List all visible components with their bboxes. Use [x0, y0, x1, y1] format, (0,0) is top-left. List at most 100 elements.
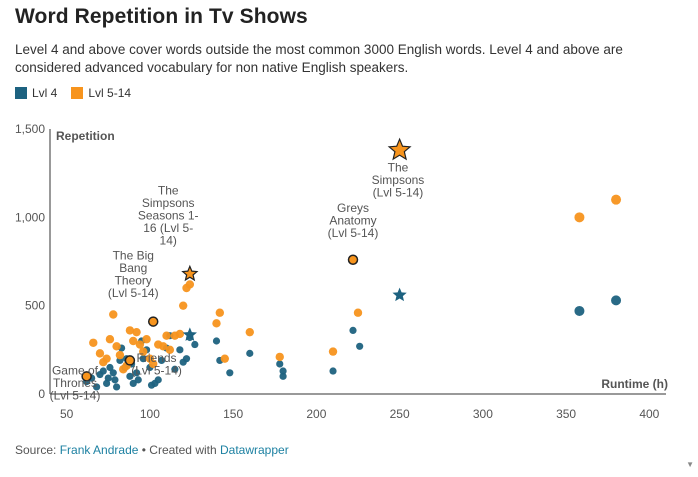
- data-point: [104, 374, 112, 382]
- star-marker: [182, 327, 197, 341]
- data-point: [132, 369, 141, 377]
- source-separator: • Created with: [138, 443, 220, 457]
- data-point: [162, 331, 171, 340]
- legend-label-lvl5: Lvl 5-14: [88, 86, 132, 100]
- highlighted-point: [147, 316, 159, 327]
- x-tick-label: 300: [473, 407, 493, 421]
- annotation-line: Simpsons: [142, 196, 195, 210]
- data-point: [139, 347, 148, 356]
- data-point: [149, 359, 158, 369]
- x-tick-label: 400: [639, 407, 659, 421]
- data-point: [95, 349, 105, 358]
- annotation-line: Game of: [52, 364, 99, 378]
- datawrapper-link[interactable]: Datawrapper: [220, 443, 289, 457]
- data-point: [220, 354, 230, 363]
- chart-title: Word Repetition in Tv Shows: [15, 5, 308, 28]
- data-point: [356, 342, 364, 350]
- annotation-line: Bang: [119, 261, 147, 275]
- data-point: [93, 383, 101, 391]
- data-point: [215, 308, 225, 317]
- data-point: [106, 363, 114, 372]
- data-point: [178, 301, 188, 310]
- x-tick-label: 100: [140, 407, 160, 421]
- y-tick-label: 1,500: [15, 122, 45, 136]
- annotation-label: The Simpsons Seasons 1-16 (Lvl 5-14): [138, 183, 199, 247]
- data-point: [175, 329, 185, 339]
- highlighted-point: [81, 371, 92, 382]
- data-point: [276, 360, 284, 368]
- annotation-line: Simpsons: [372, 173, 425, 187]
- scatter-plot: 0 500 1,000 1,500 50 100 150 200 250 300 350 400 Rep…: [15, 122, 668, 421]
- annotation-label: The Simpsons (Lvl 5-14): [372, 160, 425, 199]
- data-point: [191, 340, 199, 349]
- annotation-label: Game of Thrones (Lvl 5-14): [50, 364, 101, 403]
- data-point: [99, 367, 107, 375]
- annotation-line: The Big: [113, 249, 154, 263]
- annotation-line: (Lvl 5-14): [373, 185, 424, 199]
- x-tick-label: 50: [60, 407, 74, 421]
- data-point: [171, 365, 179, 373]
- data-point: [185, 280, 195, 289]
- annotation-line: Thrones: [53, 376, 97, 390]
- data-point: [226, 369, 234, 377]
- data-point: [329, 367, 337, 375]
- data-point: [154, 376, 162, 384]
- data-point: [102, 354, 111, 363]
- star-marker: [181, 264, 199, 282]
- annotation-line: The: [158, 183, 179, 197]
- annotation-label: The Big Bang Theory (Lvl 5-14): [108, 249, 159, 301]
- annotation-line: (Lvl 5-14): [108, 286, 159, 300]
- data-point: [212, 319, 221, 328]
- legend-item-lvl4: Lvl 4: [15, 86, 57, 100]
- star-marker: [387, 137, 412, 161]
- data-point: [349, 326, 357, 334]
- legend-item-lvl5: Lvl 5-14: [71, 86, 131, 100]
- data-point: [157, 356, 166, 365]
- data-point: [89, 338, 98, 347]
- legend-swatch-lvl4: [15, 87, 27, 99]
- data-point: [109, 310, 118, 319]
- data-point: [125, 326, 135, 335]
- x-tick-label: 250: [390, 407, 410, 421]
- data-point: [353, 308, 363, 317]
- data-point: [212, 337, 221, 345]
- data-point: [176, 346, 184, 354]
- data-point: [611, 295, 622, 306]
- y-tick-label: 1,000: [15, 210, 45, 224]
- y-axis-title: Repetition: [56, 129, 115, 143]
- source-author-link[interactable]: Frank Andrade: [59, 443, 139, 457]
- scroll-down-icon[interactable]: ▼: [686, 460, 694, 469]
- legend-swatch-lvl5: [71, 87, 84, 99]
- annotation-line: (Lvl 5-14): [50, 389, 101, 403]
- highlighted-point: [124, 355, 136, 366]
- data-point: [134, 376, 142, 384]
- annotation-line: (Lvl 5-14): [131, 364, 182, 378]
- data-point: [611, 194, 622, 205]
- annotation-line: Greys: [337, 201, 369, 215]
- data-point: [279, 367, 287, 375]
- annotation-line: 16 (Lvl 5-: [143, 221, 193, 235]
- source-prefix: Source:: [15, 443, 60, 457]
- data-point: [142, 335, 151, 344]
- data-point: [275, 352, 284, 362]
- star-marker: [392, 287, 407, 302]
- data-point: [165, 345, 175, 355]
- data-point: [105, 335, 115, 344]
- data-point: [246, 349, 254, 357]
- annotation-line: (Lvl 5-14): [328, 226, 379, 240]
- x-tick-label: 200: [306, 407, 326, 421]
- highlighted-point: [347, 254, 359, 265]
- annotation-line: Friends: [137, 351, 177, 365]
- data-point: [574, 305, 585, 316]
- data-point: [115, 350, 125, 360]
- source-line: Source: Frank Andrade • Created with Dat…: [15, 443, 289, 457]
- data-point: [109, 369, 117, 377]
- x-tick-label: 350: [556, 407, 576, 421]
- data-point: [132, 327, 141, 337]
- data-point: [574, 212, 585, 223]
- legend: Lvl 4 Lvl 5-14: [15, 86, 131, 100]
- annotation-line: Anatomy: [329, 214, 376, 228]
- legend-label-lvl4: Lvl 4: [32, 86, 58, 100]
- data-point: [112, 383, 121, 391]
- data-point: [129, 336, 138, 346]
